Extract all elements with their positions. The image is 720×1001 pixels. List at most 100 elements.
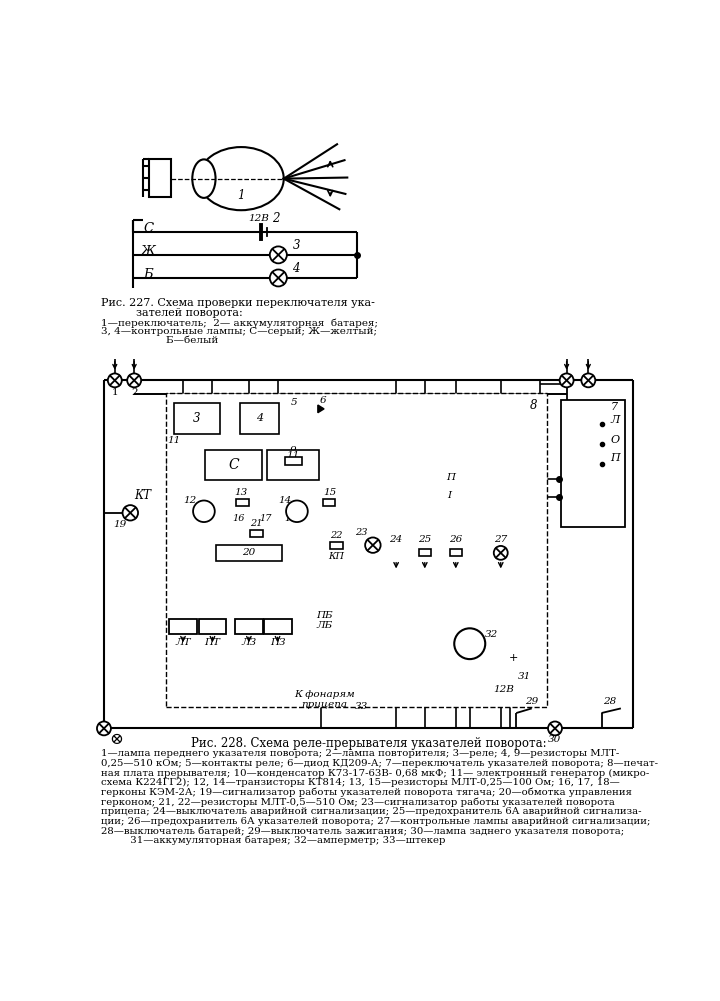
Text: 4: 4 xyxy=(292,262,300,275)
Text: 19: 19 xyxy=(113,520,126,529)
Ellipse shape xyxy=(192,159,215,198)
Text: 5: 5 xyxy=(290,398,297,407)
Text: I: I xyxy=(447,491,451,500)
Text: 3: 3 xyxy=(193,412,201,425)
Text: КП: КП xyxy=(328,553,344,562)
Text: 6: 6 xyxy=(319,396,326,404)
Text: зателей поворота:: зателей поворота: xyxy=(101,308,243,318)
Bar xyxy=(418,550,431,557)
Text: Б: Б xyxy=(143,268,153,281)
Text: 20: 20 xyxy=(242,549,256,558)
Text: ная плата прерывателя; 10—конденсатор К73-17-63В- 0,68 мкФ; 11— электронный гене: ная плата прерывателя; 10—конденсатор К7… xyxy=(101,769,649,778)
Text: 2: 2 xyxy=(131,388,138,397)
Text: 21: 21 xyxy=(251,520,263,529)
Text: 25: 25 xyxy=(418,536,431,545)
Text: 26: 26 xyxy=(449,536,462,545)
Bar xyxy=(169,619,197,635)
Bar xyxy=(199,619,226,635)
Text: 30: 30 xyxy=(549,736,562,745)
Text: ЛБ: ЛБ xyxy=(316,621,332,630)
Text: 33: 33 xyxy=(355,703,368,712)
Text: 11: 11 xyxy=(286,451,300,460)
Bar xyxy=(174,403,220,433)
Text: прицепа; 24—выключатель аварийной сигнализации; 25—предохранитель 6А аварийной с: прицепа; 24—выключатель аварийной сигнал… xyxy=(101,807,642,816)
Circle shape xyxy=(122,506,138,521)
Text: А: А xyxy=(464,637,475,651)
Text: 27: 27 xyxy=(494,536,508,545)
Text: 1—лампа переднего указателя поворота; 2—лампа повторителя; 3—реле; 4, 9—резистор: 1—лампа переднего указателя поворота; 2—… xyxy=(101,750,619,759)
Ellipse shape xyxy=(199,147,284,210)
Circle shape xyxy=(270,269,287,286)
Text: ⊗: ⊗ xyxy=(109,732,123,749)
Text: 24: 24 xyxy=(390,536,402,545)
Text: 12В: 12В xyxy=(493,686,514,695)
Circle shape xyxy=(127,373,141,387)
Circle shape xyxy=(454,629,485,659)
Text: 1: 1 xyxy=(238,189,245,202)
Text: 18: 18 xyxy=(284,514,297,523)
Text: 0,25—510 кОм; 5—контакты реле; 6—диод КД209-А; 7—переключатель указателей поворо: 0,25—510 кОм; 5—контакты реле; 6—диод КД… xyxy=(101,759,658,768)
Text: 14: 14 xyxy=(279,496,292,505)
Circle shape xyxy=(581,373,595,387)
Text: 31—аккумуляторная батарея; 32—амперметр; 33—штекер: 31—аккумуляторная батарея; 32—амперметр;… xyxy=(101,836,446,845)
Bar xyxy=(449,550,462,557)
Text: 3: 3 xyxy=(292,239,300,252)
Text: герконом; 21, 22—резисторы МЛТ-0,5—510 Ом; 23—сигнализатор работы указателей пов: герконом; 21, 22—резисторы МЛТ-0,5—510 О… xyxy=(101,797,615,807)
Circle shape xyxy=(193,500,215,523)
Text: +: + xyxy=(509,653,518,663)
Text: КТ: КТ xyxy=(134,488,151,502)
Text: 28—выключатель батарей; 29—выключатель зажигания; 30—лампа заднего указателя пов: 28—выключатель батарей; 29—выключатель з… xyxy=(101,826,624,836)
Text: 13: 13 xyxy=(235,488,248,497)
Circle shape xyxy=(97,722,111,736)
Text: 32: 32 xyxy=(485,630,498,639)
Text: С: С xyxy=(143,222,153,235)
Text: 3, 4—контрольные лампы; С—серый; Ж—желтый;: 3, 4—контрольные лампы; С—серый; Ж—желты… xyxy=(101,327,377,336)
Text: 4: 4 xyxy=(256,413,263,423)
Bar xyxy=(561,399,625,527)
Circle shape xyxy=(494,546,508,560)
Bar xyxy=(251,531,263,538)
Text: ПТ: ПТ xyxy=(204,638,220,647)
Bar xyxy=(235,619,263,635)
Bar xyxy=(330,543,343,550)
Text: 11: 11 xyxy=(167,436,180,444)
Text: 1: 1 xyxy=(112,388,118,397)
Bar xyxy=(149,158,171,197)
Text: 15: 15 xyxy=(323,488,337,497)
Text: 16: 16 xyxy=(233,514,245,523)
Text: ЛЗ: ЛЗ xyxy=(241,638,256,647)
Text: 22: 22 xyxy=(330,532,343,541)
Text: ПЗ: ПЗ xyxy=(270,638,285,647)
Text: 12: 12 xyxy=(184,496,197,505)
Text: 9: 9 xyxy=(289,446,297,454)
Bar xyxy=(264,619,292,635)
Circle shape xyxy=(548,722,562,736)
Text: ПБ: ПБ xyxy=(316,611,333,620)
Circle shape xyxy=(559,373,574,387)
Text: 8: 8 xyxy=(529,399,537,412)
Text: схема К224ГГ2); 12, 14—транзисторы КТ814; 13, 15—резисторы МЛТ-0,25—100 Ом; 16, : схема К224ГГ2); 12, 14—транзисторы КТ814… xyxy=(101,778,620,787)
Text: 23: 23 xyxy=(355,529,367,538)
Circle shape xyxy=(270,246,287,263)
Circle shape xyxy=(365,538,381,553)
Bar xyxy=(240,403,279,433)
Bar xyxy=(266,449,319,479)
Text: С: С xyxy=(228,457,239,471)
Text: П: П xyxy=(611,453,621,463)
Bar xyxy=(323,499,335,507)
Text: герконы КЭМ-2А; 19—сигнализатор работы указателей поворота тягача; 20—обмотка уп: герконы КЭМ-2А; 19—сигнализатор работы у… xyxy=(101,788,631,797)
Text: 31: 31 xyxy=(518,673,531,682)
Bar xyxy=(284,457,302,465)
Text: 2: 2 xyxy=(272,212,280,225)
Text: 29: 29 xyxy=(525,697,539,706)
Text: ЛТ: ЛТ xyxy=(175,638,191,647)
Text: П: П xyxy=(446,472,455,481)
Text: Ж: Ж xyxy=(140,245,156,258)
Text: К фонарям: К фонарям xyxy=(294,690,354,699)
Text: 7: 7 xyxy=(611,402,618,412)
Bar xyxy=(204,449,262,479)
Circle shape xyxy=(286,500,307,523)
Polygon shape xyxy=(318,405,324,412)
Bar xyxy=(236,499,249,507)
Text: прицепа: прицепа xyxy=(301,700,347,709)
